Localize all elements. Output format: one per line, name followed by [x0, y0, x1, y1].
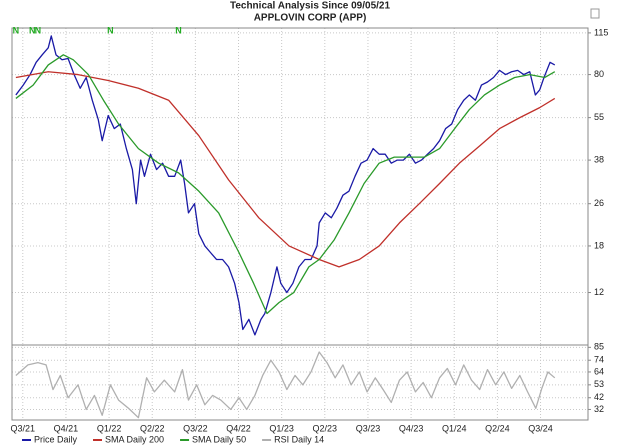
new-high-flag: N — [13, 25, 20, 35]
new-high-flag: N — [29, 25, 36, 35]
x-tick-label: Q4/21 — [54, 423, 79, 433]
x-tick-label: Q2/24 — [485, 423, 510, 433]
y-tick-label: 53 — [594, 379, 604, 389]
new-high-flag: N — [35, 25, 42, 35]
y-tick-label: 26 — [594, 198, 604, 208]
x-tick-label: Q1/23 — [269, 423, 294, 433]
series-line — [15, 71, 556, 268]
x-tick-label: Q4/22 — [226, 423, 251, 433]
chart-subtitle: APPLOVIN CORP (APP) — [254, 13, 367, 24]
legend-label: SMA Daily 200 — [105, 434, 164, 444]
chart-title: Technical Analysis Since 09/05/21 — [230, 1, 391, 12]
series-line — [15, 35, 556, 336]
y-tick-label: 80 — [594, 69, 604, 79]
y-tick-label: 42 — [594, 392, 604, 402]
x-tick-label: Q3/22 — [183, 423, 208, 433]
y-tick-label: 115 — [594, 27, 608, 37]
y-tick-label: 74 — [594, 355, 604, 365]
y-tick-label: 55 — [594, 112, 604, 122]
x-tick-label: Q3/23 — [356, 423, 381, 433]
x-tick-label: Q3/24 — [528, 423, 553, 433]
legend-label: RSI Daily 14 — [274, 434, 324, 444]
settings-icon[interactable] — [590, 8, 600, 19]
new-high-flag: N — [175, 25, 182, 35]
x-tick-label: Q2/23 — [313, 423, 338, 433]
x-tick-label: Q3/21 — [11, 423, 36, 433]
series-line — [15, 54, 556, 315]
series-line — [15, 351, 556, 419]
y-tick-label: 64 — [594, 366, 604, 376]
legend-label: Price Daily — [34, 434, 78, 444]
y-tick-label: 38 — [594, 154, 604, 164]
x-tick-label: Q4/23 — [399, 423, 424, 433]
x-tick-label: Q1/24 — [442, 423, 467, 433]
new-high-flag: N — [107, 25, 114, 35]
y-tick-label: 32 — [594, 404, 604, 414]
y-tick-label: 18 — [594, 240, 604, 250]
plot-frame — [11, 344, 589, 421]
x-tick-label: Q2/22 — [140, 423, 165, 433]
x-tick-label: Q1/22 — [97, 423, 122, 433]
legend-label: SMA Daily 50 — [192, 434, 246, 444]
y-tick-label: 85 — [594, 342, 604, 352]
y-tick-label: 12 — [594, 287, 604, 297]
